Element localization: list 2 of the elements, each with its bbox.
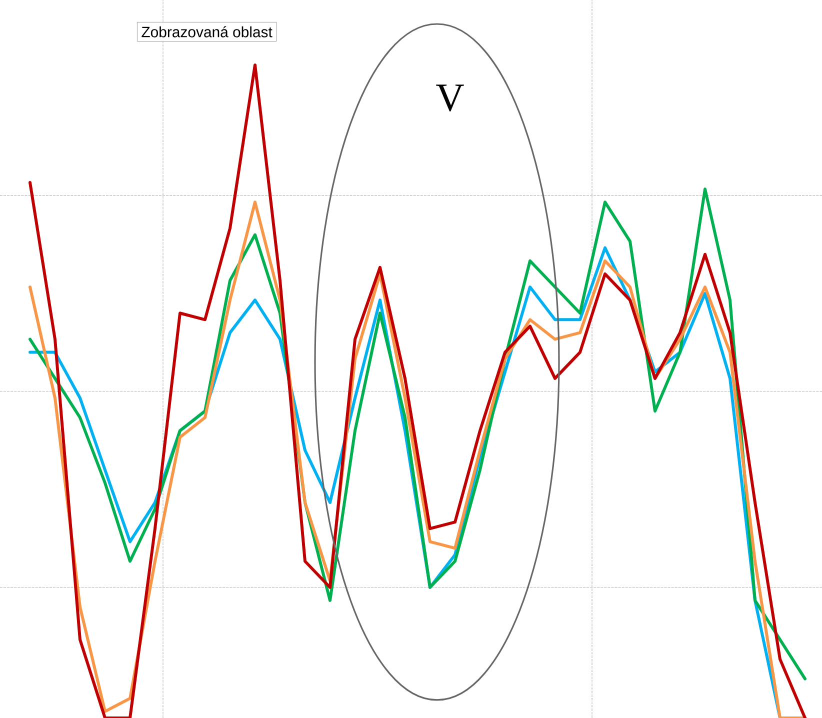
text: Zobrazovaná oblast — [142, 26, 272, 38]
annotation: V — [436, 84, 464, 112]
